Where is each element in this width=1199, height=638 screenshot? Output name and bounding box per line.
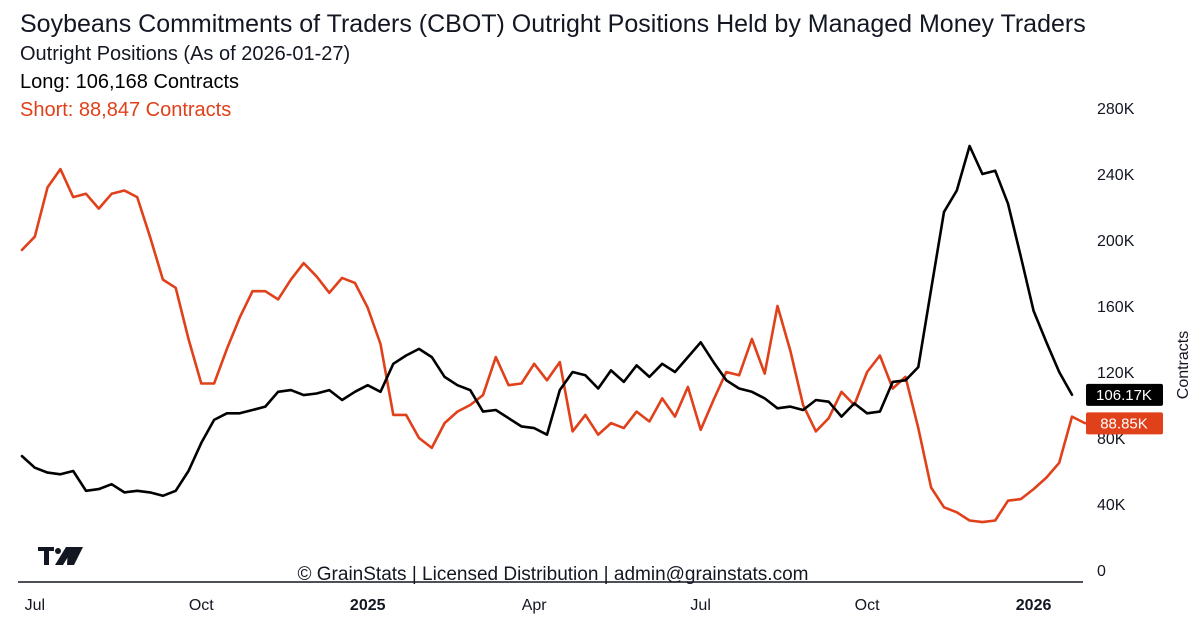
y-tick-label: 280K	[1097, 101, 1135, 118]
x-tick-label: 2026	[1016, 597, 1052, 614]
series-line-long	[20, 144, 1074, 498]
x-axis-ticks: Jul Oct 2025 Apr Jul Oct 2026	[25, 597, 1052, 614]
chart-subtitle: Outright Positions (As of 2026-01-27)	[20, 43, 351, 65]
badge-background	[1086, 383, 1163, 406]
series-line-short	[20, 167, 1099, 524]
x-tick-label: Apr	[522, 597, 548, 614]
chart-title: Soybeans Commitments of Traders (CBOT) O…	[20, 10, 1086, 38]
watermark: © GrainStats | Licensed Distribution | a…	[298, 564, 809, 585]
x-tick-label: Oct	[189, 597, 214, 614]
legend-short-value: Short: 88,847 Contracts	[20, 99, 232, 121]
legend-long-value: Long: 106,168 Contracts	[20, 71, 240, 93]
series-lines	[20, 144, 1099, 524]
y-tick-label: 40K	[1097, 497, 1126, 514]
x-tick-label: 2025	[350, 597, 386, 614]
y-axis-title: Contracts	[1175, 331, 1192, 399]
badge-background	[1086, 412, 1163, 435]
chart-header: Soybeans Commitments of Traders (CBOT) O…	[20, 8, 1086, 124]
badge-label: 88.85K	[1100, 415, 1148, 432]
y-tick-label: 80K	[1097, 431, 1126, 448]
x-tick-label: Oct	[855, 597, 880, 614]
y-tick-label: 0	[1097, 563, 1106, 580]
y-tick-label: 240K	[1097, 167, 1135, 184]
last-value-badge-long: 106.17K	[1086, 383, 1163, 406]
y-tick-label: 160K	[1097, 299, 1135, 316]
logo-icon: TV	[38, 547, 83, 565]
badge-label: 106.17K	[1096, 387, 1152, 404]
last-value-badge-short: 88.85K	[1086, 412, 1163, 435]
last-value-badges: 106.17K 88.85K	[1086, 383, 1163, 435]
x-tick-label: Jul	[690, 597, 710, 614]
y-tick-label: 120K	[1097, 365, 1135, 382]
y-tick-label: 200K	[1097, 233, 1135, 250]
x-tick-label: Jul	[25, 597, 45, 614]
y-axis-ticks: 0 40K 80K 120K 160K 200K 240K 280K	[1097, 101, 1135, 580]
